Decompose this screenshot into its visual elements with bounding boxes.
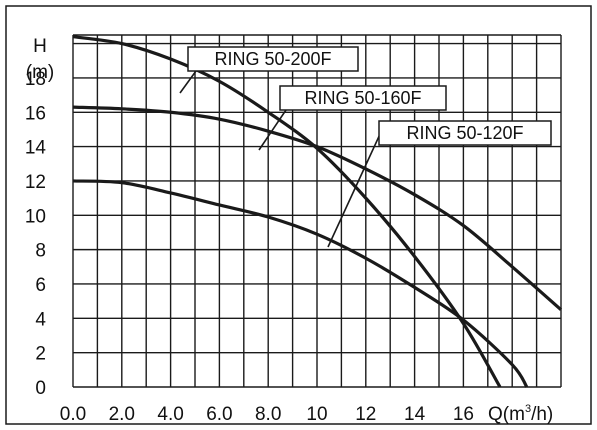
series-label-ring-50-160f: RING 50-160F	[304, 88, 421, 108]
x-tick-label: 2.0	[109, 404, 135, 425]
x-axis-label-sup: 3	[525, 403, 531, 415]
x-axis-label: Q(m3/h)	[488, 403, 553, 425]
x-tick-label: 8.0	[255, 404, 281, 425]
x-tick-label: 4.0	[157, 404, 183, 425]
y-tick-label: 0	[35, 378, 46, 399]
label-box	[378, 120, 552, 146]
label-box	[279, 85, 447, 111]
y-tick-label: 14	[25, 138, 47, 159]
y-tick-label: 4	[35, 309, 46, 330]
y-axis-label: H	[33, 36, 47, 57]
series-label-ring-50-200f: RING 50-200F	[214, 49, 331, 69]
series-line-ring-50-200f	[72, 35, 502, 388]
x-tick-label: 14	[404, 404, 426, 425]
label-box	[187, 46, 359, 72]
y-axis-unit: (m)	[26, 62, 54, 83]
series-line-ring-50-160f	[72, 105, 563, 311]
y-tick-label: 8	[35, 241, 46, 262]
x-tick-label: 12	[355, 404, 376, 425]
y-tick-label: 12	[25, 172, 46, 193]
plot-area: 0 2 4 6 8 10 12 14 16 18 0.0 2.0 4.0 6.0 8.0 10 12 14 16 RI…	[25, 34, 563, 425]
series-label-ring-50-120f: RING 50-120F	[406, 123, 523, 143]
y-tick-label: 16	[25, 103, 46, 124]
y-tick-label: 2	[35, 344, 46, 365]
y-tick-label: 6	[35, 275, 46, 296]
y-tick-label: 10	[25, 206, 46, 227]
x-tick-label: 16	[453, 404, 474, 425]
y-tick-label: 18	[25, 69, 46, 90]
x-tick-label: 0.0	[60, 404, 86, 425]
x-tick-label: 10	[306, 404, 327, 425]
leader-line	[258, 109, 287, 151]
leader-line	[327, 131, 382, 248]
x-tick-label: 6.0	[206, 404, 232, 425]
leader-line	[179, 70, 197, 94]
outer-border	[5, 5, 592, 425]
series-line-ring-50-120f	[72, 179, 529, 388]
